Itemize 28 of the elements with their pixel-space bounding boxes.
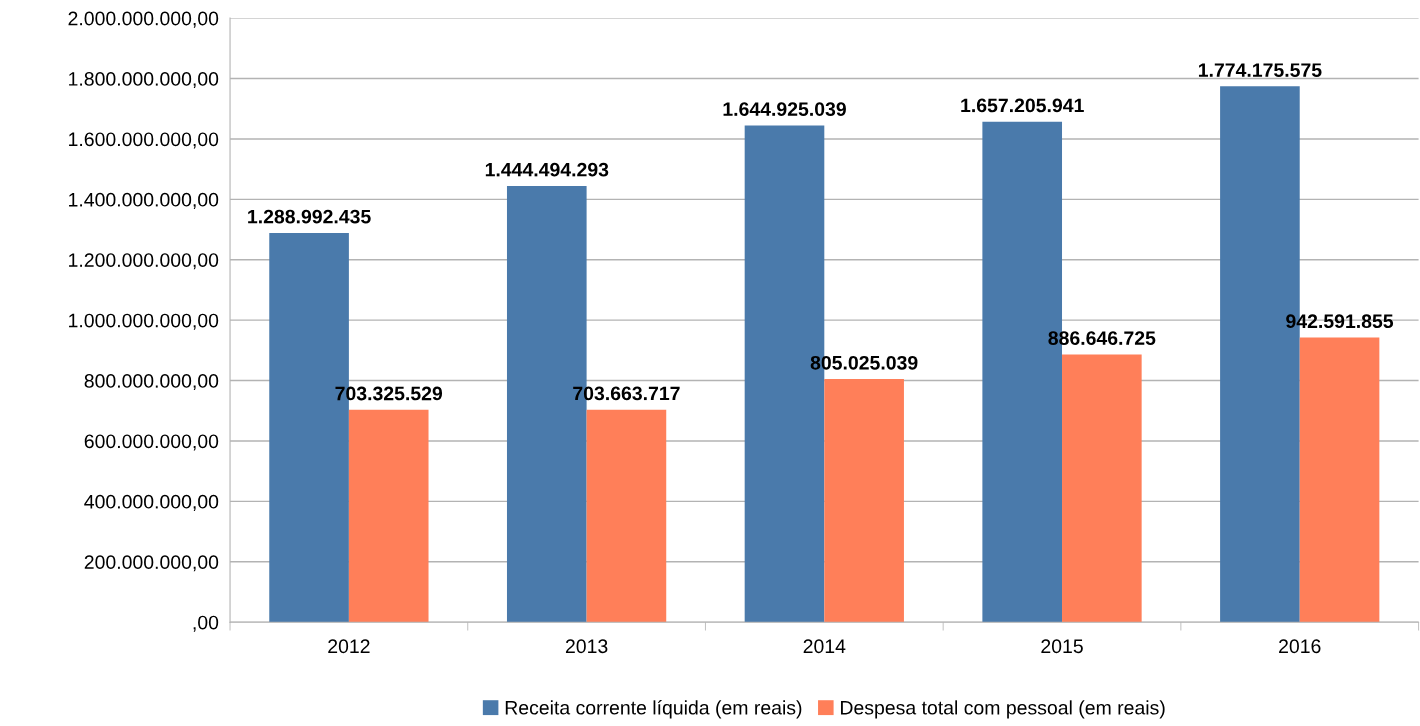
y-tick-label: 400.000.000,00 [84,494,219,511]
x-tick-label: 2016 [1279,639,1321,654]
x-tick-label: 2014 [803,639,846,654]
y-tick-label: 600.000.000,00 [84,434,219,451]
y-tick-label: ,00 [193,615,219,632]
data-label: 1.657.205.941 [961,98,1084,113]
x-tick-label: 2015 [1041,639,1083,654]
data-label: 1.774.175.575 [1198,63,1322,77]
x-tick-label: 2013 [565,639,608,654]
data-label: 1.444.494.293 [485,162,609,177]
y-tick-label: 1.000.000.000,00 [69,313,219,330]
bar [348,409,429,623]
x-tick-label: 2012 [328,639,370,654]
bar [586,409,667,623]
bar [1299,337,1380,623]
y-tick-label: 1.400.000.000,00 [69,192,219,209]
legend-label: Despesa total com pessoal (em reais) [841,700,1165,719]
y-tick-label: 200.000.000,00 [84,555,219,572]
bar [1062,354,1142,623]
y-tick-label: 800.000.000,00 [84,374,219,391]
y-tick-label: 1.200.000.000,00 [69,253,219,270]
y-tick-label: 2.000.000.000,00 [68,11,219,28]
y-tick-label: 1.600.000.000,00 [69,132,219,149]
bar [824,379,904,623]
y-tick-label: 1.800.000.000,00 [69,72,219,89]
data-label: 1.288.992.435 [248,209,371,224]
data-label: 1.644.925.039 [723,102,846,117]
legend-label: Receita corrente líquida (em reais) [505,700,802,719]
